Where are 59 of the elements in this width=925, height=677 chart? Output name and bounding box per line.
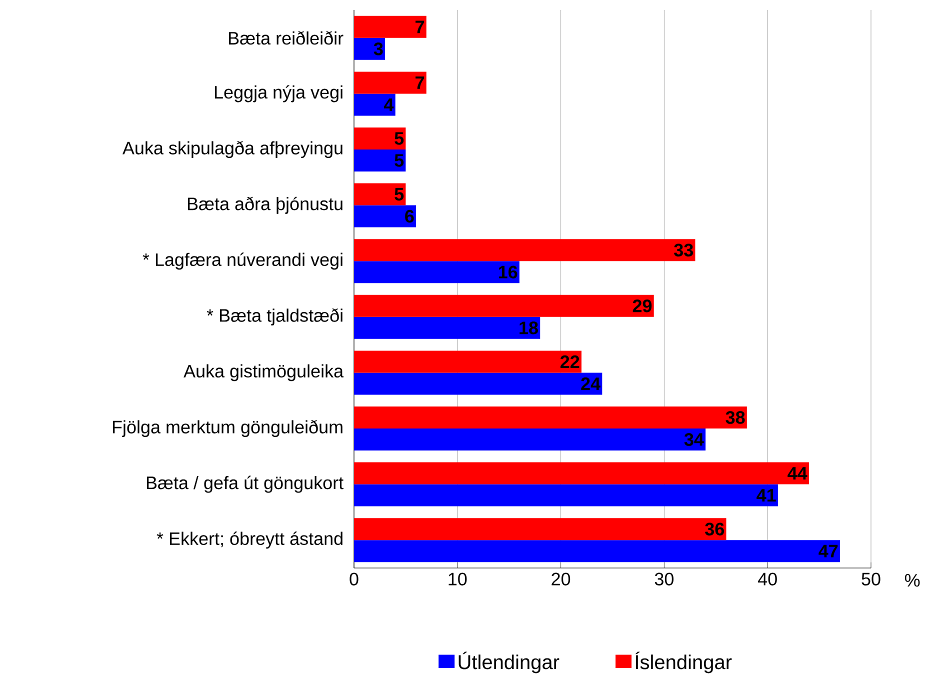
y-tick-label: Fjölga merktum gönguleiðum [112, 420, 342, 438]
data-label: 29 [632, 300, 652, 312]
bar [354, 38, 386, 60]
data-label: 7 [416, 76, 424, 89]
y-tick-label: * Ekkert; óbreytt ástand [156, 532, 342, 549]
data-label: 5 [394, 132, 404, 145]
y-tick-label: Auka skipulagða afþreyingu [122, 140, 342, 158]
bar [354, 350, 582, 373]
bar [354, 205, 416, 228]
data-label: 34 [684, 433, 704, 446]
data-label: 5 [394, 188, 404, 201]
data-label: 44 [788, 467, 808, 480]
bar [354, 462, 809, 484]
bar [354, 540, 840, 562]
data-label: 36 [705, 522, 724, 536]
data-label: 16 [498, 266, 518, 278]
y-tick-label: Leggja nýja vegi [214, 85, 342, 102]
bar [354, 127, 406, 150]
data-label: 3 [374, 42, 383, 56]
x-axis-title: % [904, 574, 920, 587]
data-label: 18 [520, 322, 538, 334]
data-label: 6 [405, 210, 414, 223]
y-tick-label: * Lagfæra núverandi vegi [142, 252, 342, 270]
legend-label: Íslendingar [636, 652, 732, 674]
x-tick-label: 40 [758, 572, 777, 586]
x-tick-label: 20 [552, 572, 570, 586]
bar [354, 372, 602, 395]
bar [354, 316, 540, 339]
bar [354, 72, 426, 94]
bar [354, 518, 726, 540]
bar [354, 94, 396, 116]
bar [354, 428, 706, 450]
data-label: 41 [756, 489, 776, 502]
data-label: 33 [674, 244, 693, 256]
x-tick-label: 30 [654, 572, 674, 586]
x-tick-label: 0 [350, 572, 358, 586]
y-tick-label: Bæta / gefa út göngukort [146, 476, 344, 493]
data-label: 7 [416, 20, 424, 34]
bar [354, 406, 747, 428]
bar [354, 484, 778, 506]
data-label: 22 [560, 355, 580, 368]
bar [354, 261, 520, 284]
bar [354, 239, 696, 262]
data-label: 38 [726, 411, 745, 424]
y-tick-label: * Bæta tjaldstæði [206, 308, 342, 326]
y-tick-label: Bæta reiðleiðir [229, 31, 344, 45]
bar [354, 16, 426, 38]
x-tick-label: 10 [448, 572, 467, 586]
data-label: 4 [384, 98, 394, 111]
x-tick-label: 50 [862, 572, 880, 586]
data-label: 5 [394, 154, 404, 167]
bar [354, 183, 406, 206]
data-label: 47 [818, 544, 838, 558]
legend-label: Útlendingar [458, 652, 560, 674]
y-tick-label: Bæta aðra þjónustu [188, 196, 342, 214]
y-tick-label: Auka gistimöguleika [184, 364, 344, 382]
bar [354, 149, 406, 172]
bar [354, 294, 654, 317]
data-label: 24 [581, 377, 600, 390]
